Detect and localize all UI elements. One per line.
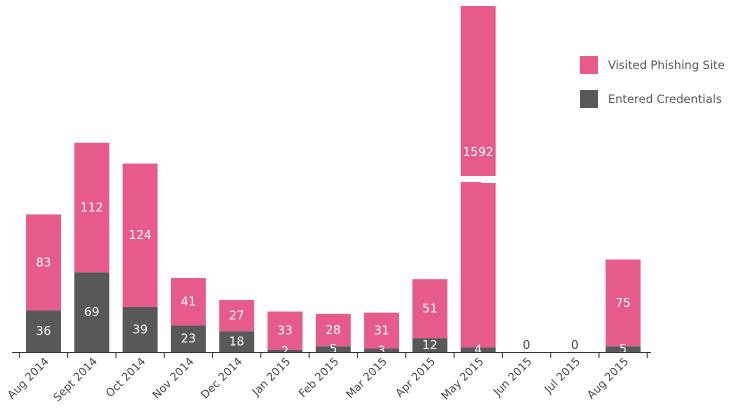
bar-visited-phishing-site [74, 142, 110, 273]
bar-entered-credentials [122, 306, 158, 352]
bar-entered-credentials [412, 338, 448, 352]
bar-entered-credentials [364, 348, 400, 352]
data-label-credentials: 5 [329, 342, 337, 356]
legend: Visited Phishing Site Entered Credential… [580, 56, 725, 124]
x-axis-tick-label: May 2015 [439, 355, 487, 403]
bar-entered-credentials [26, 310, 61, 352]
legend-item-credentials: Entered Credentials [580, 90, 725, 108]
x-axis-tick-label: Feb 2015 [296, 355, 341, 400]
data-label-credentials: 36 [36, 324, 51, 338]
bar-entered-credentials [170, 325, 206, 352]
x-axis-tick-label: Oct 2014 [103, 355, 148, 400]
data-label-credentials: 23 [181, 332, 196, 346]
bar-visited-phishing-site [605, 259, 641, 347]
bar-entered-credentials [219, 331, 255, 352]
data-label-visited: 112 [80, 201, 103, 215]
data-label-visited: 33 [277, 324, 292, 338]
data-label-credentials: 39 [132, 322, 147, 336]
data-label-visited: 28 [326, 323, 341, 337]
x-axis-tick-label: Mar 2015 [344, 355, 390, 401]
legend-swatch-credentials [580, 90, 598, 108]
x-axis-tick-label: Jan 2015 [249, 355, 293, 399]
data-label-visited: 27 [229, 309, 244, 323]
data-label-visited: 51 [422, 302, 437, 316]
data-label-visited: 124 [129, 228, 152, 242]
bar-visited-phishing-site [412, 279, 448, 339]
data-label-credentials: 18 [229, 335, 244, 349]
bar-entered-credentials [460, 347, 496, 352]
x-axis-tick-label: Jun 2015 [490, 355, 534, 399]
x-axis-ticks [18, 352, 648, 358]
data-label-credentials: 0 [571, 338, 579, 352]
data-label-visited: 1592 [463, 145, 494, 159]
x-axis-tick-label: Sept 2014 [51, 355, 100, 404]
bar-visited-phishing-site [267, 311, 303, 350]
bar-entered-credentials [315, 346, 351, 352]
data-label-credentials: 4 [474, 343, 482, 357]
x-axis-tick-label: Apr 2015 [393, 355, 438, 400]
bar-visited-phishing-site [315, 313, 351, 347]
data-label-credentials: 3 [378, 343, 386, 357]
legend-item-visited: Visited Phishing Site [580, 56, 725, 74]
data-label-credentials: 5 [619, 342, 627, 356]
bars-group: 83 36 112 69 124 39 41 23 27 18 33 2 28 5 31 3 51 12 1592 4… [26, 6, 641, 358]
legend-swatch-visited [580, 56, 598, 74]
bar-visited-phishing-site [122, 163, 158, 307]
data-label-credentials: 69 [84, 305, 99, 319]
data-label-credentials: 2 [281, 344, 289, 358]
data-label-visited: 75 [615, 296, 630, 310]
data-label-credentials: 0 [523, 338, 531, 352]
data-label-credentials: 12 [422, 338, 437, 352]
x-axis-tick-label: Aug 2014 [5, 355, 52, 402]
bar-entered-credentials [267, 349, 303, 352]
bar-visited-phishing-site [364, 312, 400, 349]
legend-label-credentials: Entered Credentials [608, 92, 722, 106]
x-axis-labels: Aug 2014 Sept 2014 Oct 2014 Nov 2014 Dec 201… [5, 355, 631, 404]
data-label-visited: 31 [374, 324, 389, 338]
bar-visited-phishing-site [26, 214, 61, 311]
bar-entered-credentials [605, 346, 641, 352]
axis-break-band [459, 176, 497, 182]
bar-visited-phishing-site [170, 278, 206, 326]
x-axis-tick-label: Nov 2014 [150, 355, 197, 402]
x-axis-tick-label: Jul 2015 [541, 355, 583, 397]
legend-label-visited: Visited Phishing Site [608, 58, 725, 72]
x-axis-tick-label: Dec 2014 [198, 355, 245, 402]
data-label-visited: 83 [36, 255, 51, 269]
bar-entered-credentials [74, 272, 110, 352]
data-label-visited: 41 [181, 295, 196, 309]
bar-visited-phishing-site [219, 299, 255, 332]
x-axis-tick-label: Aug 2015 [585, 355, 632, 402]
